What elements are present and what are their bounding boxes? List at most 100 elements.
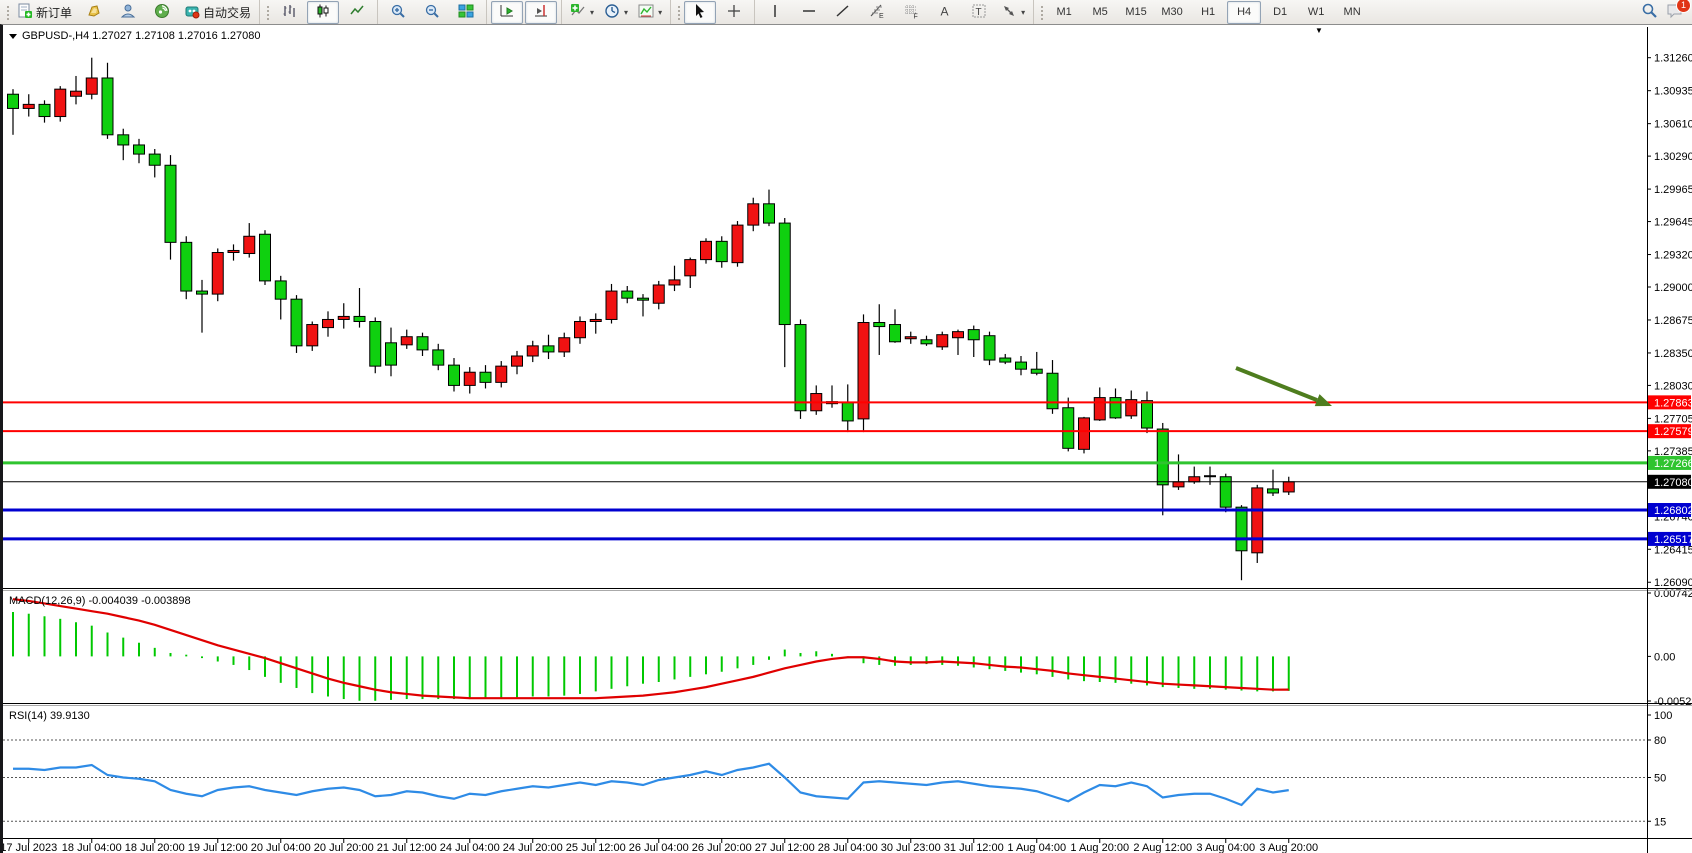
svg-text:1.27579: 1.27579	[1654, 426, 1692, 438]
timeframe-button-m15[interactable]: M15	[1125, 6, 1147, 18]
zoom-in-button[interactable]	[382, 1, 414, 24]
timeframe-button-mn[interactable]: MN	[1343, 6, 1361, 18]
auto-scroll-button[interactable]	[491, 0, 524, 24]
svg-text:24 Jul 20:00: 24 Jul 20:00	[503, 842, 563, 853]
svg-text:1 Aug 04:00: 1 Aug 04:00	[1007, 842, 1066, 853]
svg-text:80: 80	[1654, 735, 1666, 747]
svg-text:18 Jul 20:00: 18 Jul 20:00	[125, 842, 185, 853]
candles-layer	[7, 57, 1295, 581]
text-label-button[interactable]: T	[963, 1, 995, 24]
horizontal-line-button[interactable]	[793, 1, 825, 24]
timeframe-button-h1[interactable]: H1	[1201, 6, 1216, 18]
toolbar-grip[interactable]	[1039, 4, 1045, 20]
svg-text:1.29000: 1.29000	[1654, 282, 1692, 294]
signal-button[interactable]	[146, 1, 178, 24]
add-indicator-icon	[570, 3, 586, 22]
new-order-icon	[17, 3, 33, 22]
toolbar-group-cursor	[670, 0, 754, 24]
chart-menu-triangle-icon[interactable]	[9, 33, 17, 39]
candlestick-chart-button[interactable]	[307, 0, 340, 24]
line-chart-button[interactable]	[341, 1, 373, 24]
svg-text:25 Jul 12:00: 25 Jul 12:00	[566, 842, 626, 853]
crosshair-button[interactable]	[718, 1, 750, 24]
svg-text:20 Jul 20:00: 20 Jul 20:00	[314, 842, 374, 853]
price-axis: 1.31260 1.30935 1.30610 1.30290 1.29965 1.296…	[1647, 53, 1692, 589]
auto-trading-label: 自动交易	[203, 5, 252, 20]
toolbar-group-chart-type	[259, 0, 377, 24]
new-order-button[interactable]: 新订单	[13, 1, 76, 24]
notification-badge: 1	[1676, 0, 1691, 13]
svg-text:2 Aug 12:00: 2 Aug 12:00	[1133, 842, 1192, 853]
cursor-button[interactable]	[684, 0, 717, 24]
svg-text:26 Jul 04:00: 26 Jul 04:00	[629, 842, 689, 853]
toolbar-right: 1	[1641, 0, 1692, 22]
svg-text:1.26517: 1.26517	[1654, 534, 1692, 546]
toolbar-group-zoom	[377, 0, 486, 24]
svg-text:1.27705: 1.27705	[1654, 413, 1692, 425]
profile-button[interactable]	[112, 1, 144, 24]
market-gold-button[interactable]	[78, 1, 110, 24]
horizontal-line-icon	[801, 3, 817, 22]
timeframe-button-m5[interactable]: M5	[1092, 6, 1108, 18]
svg-text:1.26802: 1.26802	[1654, 505, 1692, 517]
period-clock-icon	[604, 3, 620, 22]
template-icon	[638, 3, 654, 22]
svg-text:27 Jul 12:00: 27 Jul 12:00	[755, 842, 815, 853]
grid-f-button[interactable]: F	[895, 1, 927, 24]
timeframe-button-w1[interactable]: W1	[1307, 6, 1325, 18]
template-button[interactable]: ▾	[634, 1, 666, 24]
trendline-button[interactable]	[827, 1, 859, 24]
toolbar-group-timeframes: M1 M5 M15 M30 H1 H4 D1 W1 MN	[1033, 0, 1373, 24]
svg-text:1.26090: 1.26090	[1654, 577, 1692, 589]
timeframe-button-m30[interactable]: M30	[1161, 6, 1183, 18]
timeframe-button-h4[interactable]: H4	[1227, 0, 1262, 24]
svg-text:3 Aug 20:00: 3 Aug 20:00	[1259, 842, 1318, 853]
svg-text:F: F	[914, 13, 918, 19]
zoom-out-icon	[424, 3, 440, 22]
auto-trading-button[interactable]: 自动交易	[180, 1, 255, 24]
toolbar-grip[interactable]	[676, 4, 682, 20]
chart-title-text: GBPUSD-,H4 1.27027 1.27108 1.27016 1.270…	[22, 30, 261, 42]
text-a-button[interactable]: A	[929, 1, 961, 24]
search-icon[interactable]	[1641, 2, 1658, 22]
annotation-arrow	[1235, 366, 1332, 407]
svg-text:1.28030: 1.28030	[1654, 380, 1692, 392]
svg-text:1.30610: 1.30610	[1654, 119, 1692, 131]
grid-f-icon: F	[903, 3, 919, 22]
chat-button[interactable]: 1	[1666, 0, 1691, 22]
chart-canvas[interactable]: 1.31260 1.30935 1.30610 1.30290 1.29965 1.296…	[3, 25, 1692, 853]
svg-text:A: A	[941, 4, 949, 18]
tile-windows-button[interactable]	[450, 1, 482, 24]
svg-text:1.28675: 1.28675	[1654, 315, 1692, 327]
arrows-button[interactable]: ▾	[997, 1, 1029, 24]
toolbar: 新订单 自动交易	[0, 0, 1692, 25]
vertical-line-button[interactable]	[759, 1, 791, 24]
svg-text:3 Aug 04:00: 3 Aug 04:00	[1196, 842, 1255, 853]
bar-chart-icon	[281, 3, 297, 22]
chart-shift-button[interactable]	[525, 0, 558, 24]
tile-windows-icon	[458, 3, 474, 22]
new-order-label: 新订单	[36, 5, 73, 20]
profile-icon	[120, 3, 136, 22]
svg-text:21 Jul 12:00: 21 Jul 12:00	[377, 842, 437, 853]
svg-text:1.30290: 1.30290	[1654, 151, 1692, 163]
zoom-out-button[interactable]	[416, 1, 448, 24]
svg-text:100: 100	[1654, 710, 1672, 722]
zoom-in-icon	[390, 3, 406, 22]
bar-chart-button[interactable]	[273, 1, 305, 24]
chart-shift-icon	[533, 3, 549, 22]
svg-text:19 Jul 12:00: 19 Jul 12:00	[188, 842, 248, 853]
svg-text:E: E	[879, 13, 884, 19]
toolbar-grip[interactable]	[5, 4, 10, 20]
add-indicator-button[interactable]: ▾	[566, 1, 598, 24]
fibonacci-button[interactable]: E	[861, 1, 893, 24]
toolbar-grip[interactable]	[265, 4, 271, 20]
timeframe-button-m1[interactable]: M1	[1056, 6, 1072, 18]
period-clock-button[interactable]: ▾	[600, 1, 632, 24]
svg-text:1.29965: 1.29965	[1654, 184, 1692, 196]
fibonacci-icon: E	[869, 3, 885, 22]
timeframe-button-d1[interactable]: D1	[1273, 6, 1288, 18]
chevron-down-icon: ▾	[590, 7, 595, 17]
crosshair-icon	[726, 3, 742, 22]
